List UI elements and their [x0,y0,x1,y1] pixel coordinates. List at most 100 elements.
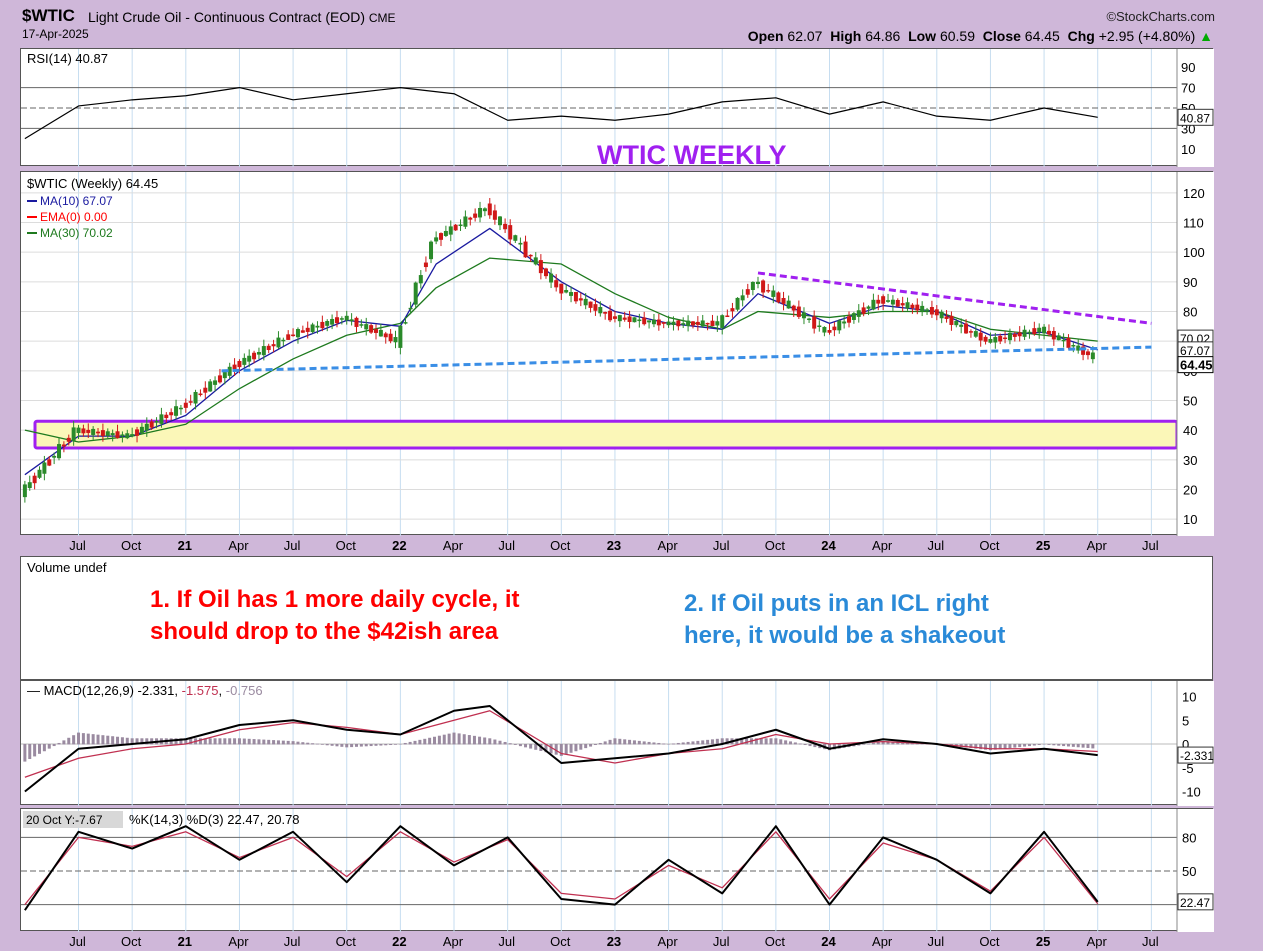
macd-histogram-bar [428,737,432,745]
x-tick: Apr [872,538,893,553]
candle-body [656,319,661,326]
x-tick: Apr [443,538,464,553]
macd-histogram-bar [524,744,528,748]
macd-histogram-bar [457,733,461,745]
candle-body [325,321,330,326]
low-label: Low [908,28,937,44]
stoch-value-tag-box [1177,893,1214,911]
candle-body [856,310,861,317]
macd-histogram-bar [364,744,368,747]
candle-body [564,290,569,293]
candle-body [690,321,695,326]
macd-histogram-bar [701,740,705,745]
candle-body [523,241,528,258]
candle-body [403,322,408,324]
macd-histogram-bar [503,741,507,745]
macd-histogram-bar [72,735,76,745]
price-tick: 110 [1183,216,1204,231]
candle-body [448,226,453,235]
x-tick: 21 [178,934,192,949]
macd-histogram-bar [393,744,397,745]
exchange: CME [368,11,396,25]
macd-histogram-bar [242,738,246,745]
candle-body [735,297,740,310]
macd-legend-signal: -1.575 [182,683,219,698]
macd-histogram-bar [33,744,37,757]
macd-histogram-bar [179,738,183,745]
candle-body [47,459,52,466]
candle-body [666,321,671,326]
candle-body [359,324,364,326]
candle-body [925,309,930,311]
candle-body [983,336,988,342]
macd-histogram-bar [1018,744,1022,748]
macd-histogram-bar [589,744,593,747]
candle-body [252,352,257,360]
candle-body [378,329,383,337]
macd-histogram-bar [881,741,885,745]
macd-value-tag-box [1177,746,1214,764]
macd-histogram-bar [745,738,749,745]
candle-body [895,299,900,307]
macd-histogram-bar [691,741,695,745]
candle-body [695,321,700,325]
candle-body [154,421,159,423]
macd-histogram-bar [764,738,768,745]
stoch-legend: %K(14,3) %D(3) 22.47, 20.78 [129,812,300,827]
macd-histogram-bar [1013,744,1017,748]
chart-title: Light Crude Oil - Continuous Contract (E… [88,9,396,25]
candle-body [478,207,483,218]
candle-body [876,299,881,304]
candle-body [487,203,492,216]
candle-body [944,316,949,319]
candle-body [174,406,179,416]
x-tick: 23 [607,538,621,553]
macd-histogram-bar [389,744,393,746]
x-tick: Oct [336,934,357,949]
macd-histogram-bar [198,738,202,745]
candle-body [42,462,47,474]
brand[interactable]: ©StockCharts.com [1106,9,1215,24]
candle-body [776,292,781,303]
macd-histogram-bar [437,735,441,745]
candle-body [1051,331,1056,340]
macd-histogram-bar [1052,744,1056,746]
x-tick: Jul [927,538,944,553]
candle-body [554,280,559,288]
rsi-panel[interactable]: 90 70 50 30 10 40.87 RSI(14) 40.87 [20,48,1214,167]
candle-body [583,298,588,306]
candle-body [651,319,656,325]
candle-body [681,323,686,325]
candle-body [458,224,463,227]
note-1: 1. If Oil has 1 more daily cycle, it sho… [150,584,520,648]
candle-body [647,320,652,323]
macd-histogram-bar [1003,744,1007,749]
macd-histogram-bar [513,744,517,745]
macd-histogram-bar [247,738,251,745]
note-2-line-1: 2. If Oil puts in an ICL right [684,590,989,617]
candle-body [57,444,62,459]
candle-body [232,364,237,371]
candle-body [497,216,502,226]
macd-histogram-bar [813,744,817,748]
macd-histogram-bar [57,742,61,745]
macd-histogram-bar [320,744,324,745]
price-panel[interactable]: 12011010090807060504030201070.0267.0764.… [20,171,1214,536]
candle-body [149,421,154,428]
price-tick: 20 [1183,483,1197,498]
volume-panel[interactable]: Volume undef [20,556,1213,680]
macd-histogram-bar [28,744,32,760]
candle-body [528,254,533,257]
macd-histogram-bar [374,744,378,746]
candle-body [949,315,954,325]
rsi-value-tag-box [1177,108,1214,126]
macd-legend-sep: , [219,683,226,698]
macd-histogram-bar [832,744,836,750]
macd-histogram-bar [979,744,983,750]
macd-panel[interactable]: 10 5 0 -5 -10 -2.331 — MACD(12,26,9) -2.331, -… [20,680,1214,806]
date: 17-Apr-2025 [22,27,89,41]
x-tick: Oct [121,934,142,949]
macd-histogram-bar [1071,744,1075,747]
